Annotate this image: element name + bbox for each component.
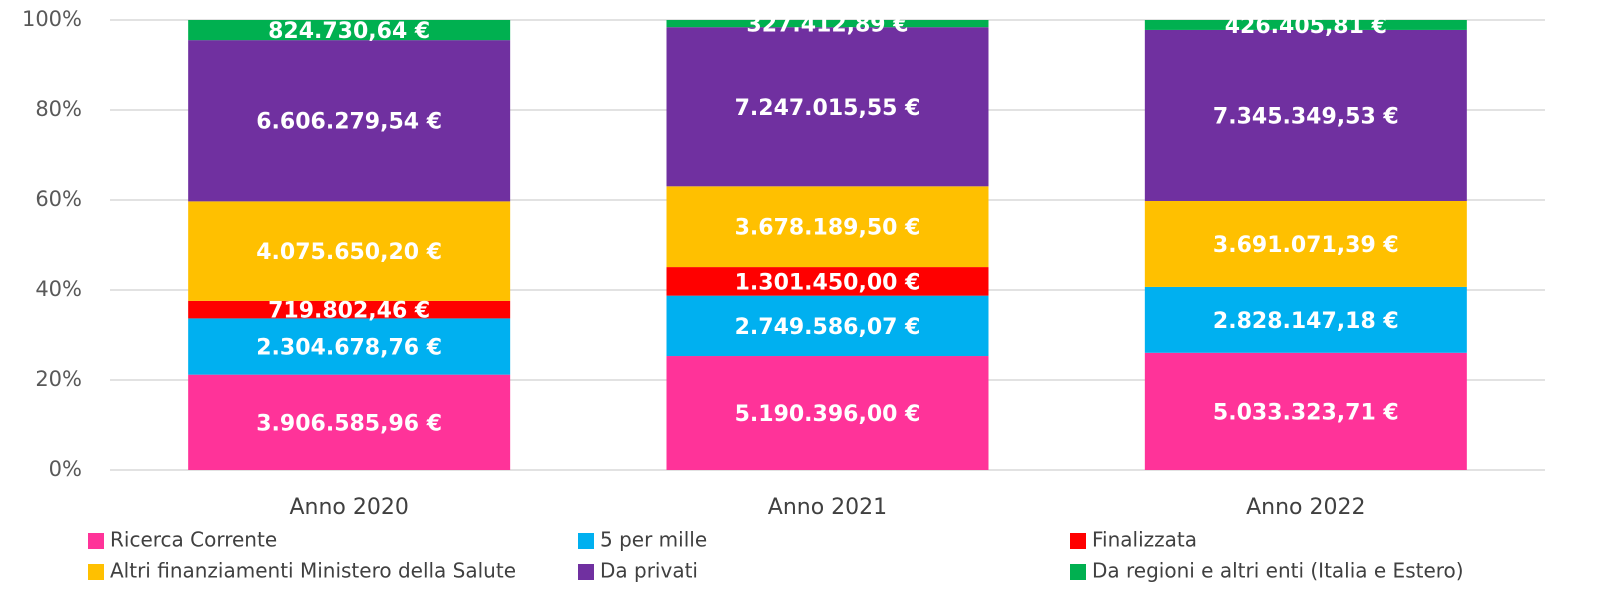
bar-segment bbox=[188, 20, 511, 41]
y-tick-label: 40% bbox=[35, 277, 82, 301]
data-label: 4.075.650,20 € bbox=[256, 240, 442, 265]
legend-label: Finalizzata bbox=[1092, 528, 1197, 552]
data-label: 6.606.279,54 € bbox=[256, 110, 442, 135]
legend-label: Altri finanziamenti Ministero della Salu… bbox=[110, 559, 516, 583]
legend-swatch bbox=[578, 533, 594, 549]
data-label: 7.345.349,53 € bbox=[1213, 104, 1399, 129]
bar-segment bbox=[1144, 20, 1467, 30]
bar-segment bbox=[666, 186, 989, 268]
data-label: 5.033.323,71 € bbox=[1213, 400, 1399, 425]
legend-swatch bbox=[88, 564, 104, 580]
data-label: 5.190.396,00 € bbox=[735, 402, 921, 427]
y-tick-label: 80% bbox=[35, 97, 82, 121]
bar-segment bbox=[1144, 200, 1467, 287]
y-tick-label: 20% bbox=[35, 367, 82, 391]
bar-segment bbox=[666, 27, 989, 187]
data-label: 2.304.678,76 € bbox=[256, 336, 442, 361]
bar-segment bbox=[188, 40, 511, 202]
bar-segment bbox=[188, 318, 511, 375]
legend-swatch bbox=[1070, 564, 1086, 580]
bar-segment bbox=[188, 374, 511, 470]
y-tick-label: 0% bbox=[49, 457, 82, 481]
legend-label: Da privati bbox=[600, 559, 698, 583]
bar-segment bbox=[666, 20, 989, 28]
data-label: 2.828.147,18 € bbox=[1213, 309, 1399, 334]
legend-label: Da regioni e altri enti (Italia e Estero… bbox=[1092, 559, 1464, 583]
bar-segment bbox=[1144, 352, 1467, 470]
data-label: 2.749.586,07 € bbox=[735, 315, 921, 340]
bar-segment bbox=[188, 201, 511, 301]
bar-segment bbox=[666, 267, 989, 296]
x-tick-label: Anno 2022 bbox=[1246, 495, 1365, 520]
bar-segment bbox=[1144, 29, 1467, 201]
data-label: 719.802,46 € bbox=[268, 299, 430, 324]
data-label: 3.906.585,96 € bbox=[256, 411, 442, 436]
x-tick-label: Anno 2021 bbox=[768, 495, 887, 520]
data-label: 426.405,81 € bbox=[1225, 14, 1387, 39]
y-tick-label: 100% bbox=[22, 7, 82, 31]
data-label: 3.678.189,50 € bbox=[735, 216, 921, 241]
bar-segment bbox=[1144, 286, 1467, 353]
data-label: 327.412,89 € bbox=[746, 13, 908, 38]
legend-swatch bbox=[88, 533, 104, 549]
legend-label: Ricerca Corrente bbox=[110, 528, 277, 552]
bar-segment bbox=[666, 356, 989, 470]
bar-segment bbox=[188, 300, 511, 319]
data-label: 7.247.015,55 € bbox=[735, 96, 921, 121]
bar-segment bbox=[666, 295, 989, 357]
legend-label: 5 per mille bbox=[600, 528, 707, 552]
data-label: 824.730,64 € bbox=[268, 19, 430, 44]
legend-swatch bbox=[1070, 533, 1086, 549]
data-label: 1.301.450,00 € bbox=[735, 270, 921, 295]
y-tick-label: 60% bbox=[35, 187, 82, 211]
x-tick-label: Anno 2020 bbox=[289, 495, 408, 520]
legend-swatch bbox=[578, 564, 594, 580]
data-label: 3.691.071,39 € bbox=[1213, 233, 1399, 258]
